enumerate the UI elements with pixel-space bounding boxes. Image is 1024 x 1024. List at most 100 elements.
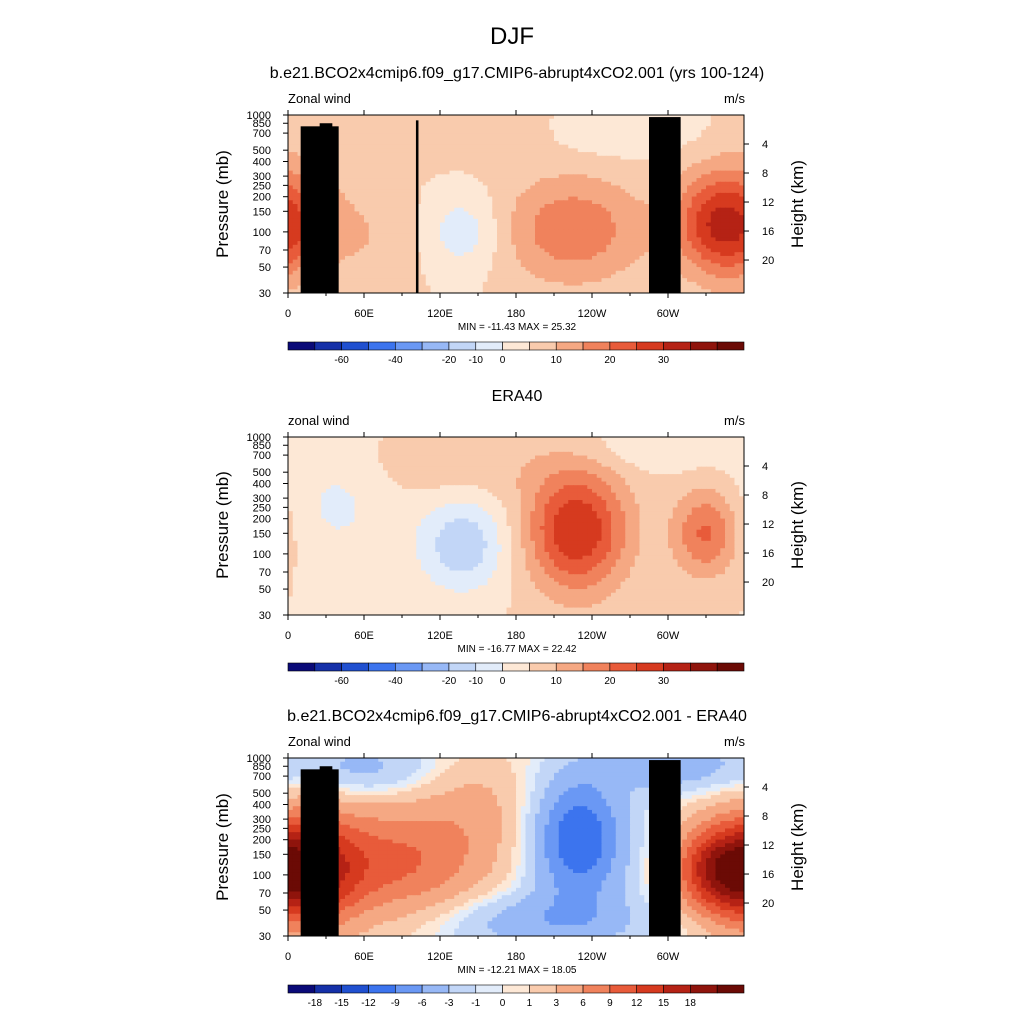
field-cell (468, 192, 474, 198)
field-cell (359, 248, 365, 253)
field-cell (473, 215, 479, 220)
field-cell (577, 437, 584, 442)
field-cell (449, 248, 455, 253)
field-cell (468, 174, 474, 179)
field-cell (416, 115, 422, 120)
field-cell (364, 204, 370, 209)
field-cell (411, 278, 417, 283)
field-cell (411, 166, 417, 172)
field-cell (516, 155, 522, 161)
field-cell (615, 244, 622, 250)
field-cell (577, 252, 584, 257)
field-cell (729, 244, 736, 250)
field-cell (402, 255, 408, 261)
field-cell (463, 159, 470, 164)
field-cell (373, 263, 379, 268)
field-cell (368, 152, 375, 157)
field-cell (525, 440, 531, 446)
field-cell (577, 159, 584, 164)
field-cell (478, 192, 484, 198)
field-cell (582, 278, 588, 283)
field-cell (421, 226, 427, 231)
field-cell (497, 155, 503, 161)
field-cell (577, 281, 584, 287)
field-cell (373, 274, 379, 279)
field-cell (364, 267, 370, 272)
field-cell (340, 281, 346, 287)
field-cell (411, 215, 417, 220)
field-cell (729, 263, 736, 268)
field-cell (316, 437, 322, 442)
field-cell (473, 152, 479, 157)
field-cell (411, 204, 417, 209)
field-cell (492, 137, 498, 142)
field-cell (535, 133, 541, 138)
field-cell (297, 244, 303, 250)
field-cell (397, 126, 403, 131)
field-cell (739, 129, 744, 135)
field-cell (601, 196, 607, 201)
field-cell (739, 233, 744, 238)
field-cell (696, 144, 702, 149)
field-cell (492, 263, 498, 268)
field-cell (554, 204, 560, 209)
field-cell (573, 133, 579, 138)
field-cell (349, 129, 356, 135)
field-cell (406, 281, 413, 287)
field-cell (582, 181, 588, 187)
field-cell (520, 126, 527, 131)
field-cell (368, 129, 375, 135)
field-cell (706, 122, 712, 127)
field-cell (710, 215, 717, 220)
field-cell (634, 226, 641, 231)
field-cell (568, 192, 574, 198)
field-cell (682, 263, 688, 268)
field-cell (639, 140, 645, 146)
field-cell (492, 226, 498, 231)
field-cell (378, 185, 384, 190)
field-cell (687, 189, 693, 194)
field-cell (563, 263, 569, 268)
field-cell (516, 263, 522, 268)
field-cell (644, 263, 650, 268)
field-cell (425, 181, 432, 187)
field-cell (368, 281, 375, 287)
field-cell (406, 204, 413, 209)
field-cell (449, 170, 455, 175)
field-cell (511, 252, 517, 257)
field-cell (558, 437, 565, 442)
field-cell (340, 226, 346, 231)
field-cell (511, 263, 517, 268)
field-cell (435, 200, 441, 205)
field-cell (539, 440, 546, 446)
field-cell (368, 185, 375, 190)
field-cell (392, 211, 398, 216)
field-cell (459, 267, 465, 272)
field-cell (549, 241, 555, 246)
field-cell (725, 196, 731, 201)
field-cell (478, 133, 484, 138)
field-cell (444, 159, 451, 164)
field-cell (288, 152, 294, 157)
field-cell (425, 126, 432, 131)
field-cell (364, 196, 370, 201)
field-cell (573, 233, 579, 238)
field-cell (402, 229, 408, 235)
field-cell (644, 137, 650, 142)
field-cell (340, 144, 346, 149)
field-cell (601, 129, 607, 135)
field-cell (516, 166, 522, 172)
field-cell (373, 229, 379, 235)
field-cell (558, 170, 565, 175)
field-cell (288, 163, 294, 168)
field-cell (416, 166, 422, 172)
field-cell (729, 152, 736, 157)
field-cell (516, 248, 522, 253)
field-cell (601, 137, 607, 142)
field-cell (454, 118, 460, 124)
field-cell (577, 152, 584, 157)
x-tick-label: 120E (427, 308, 453, 320)
field-cell (492, 281, 498, 287)
field-cell (402, 148, 408, 153)
field-cell (710, 281, 717, 287)
